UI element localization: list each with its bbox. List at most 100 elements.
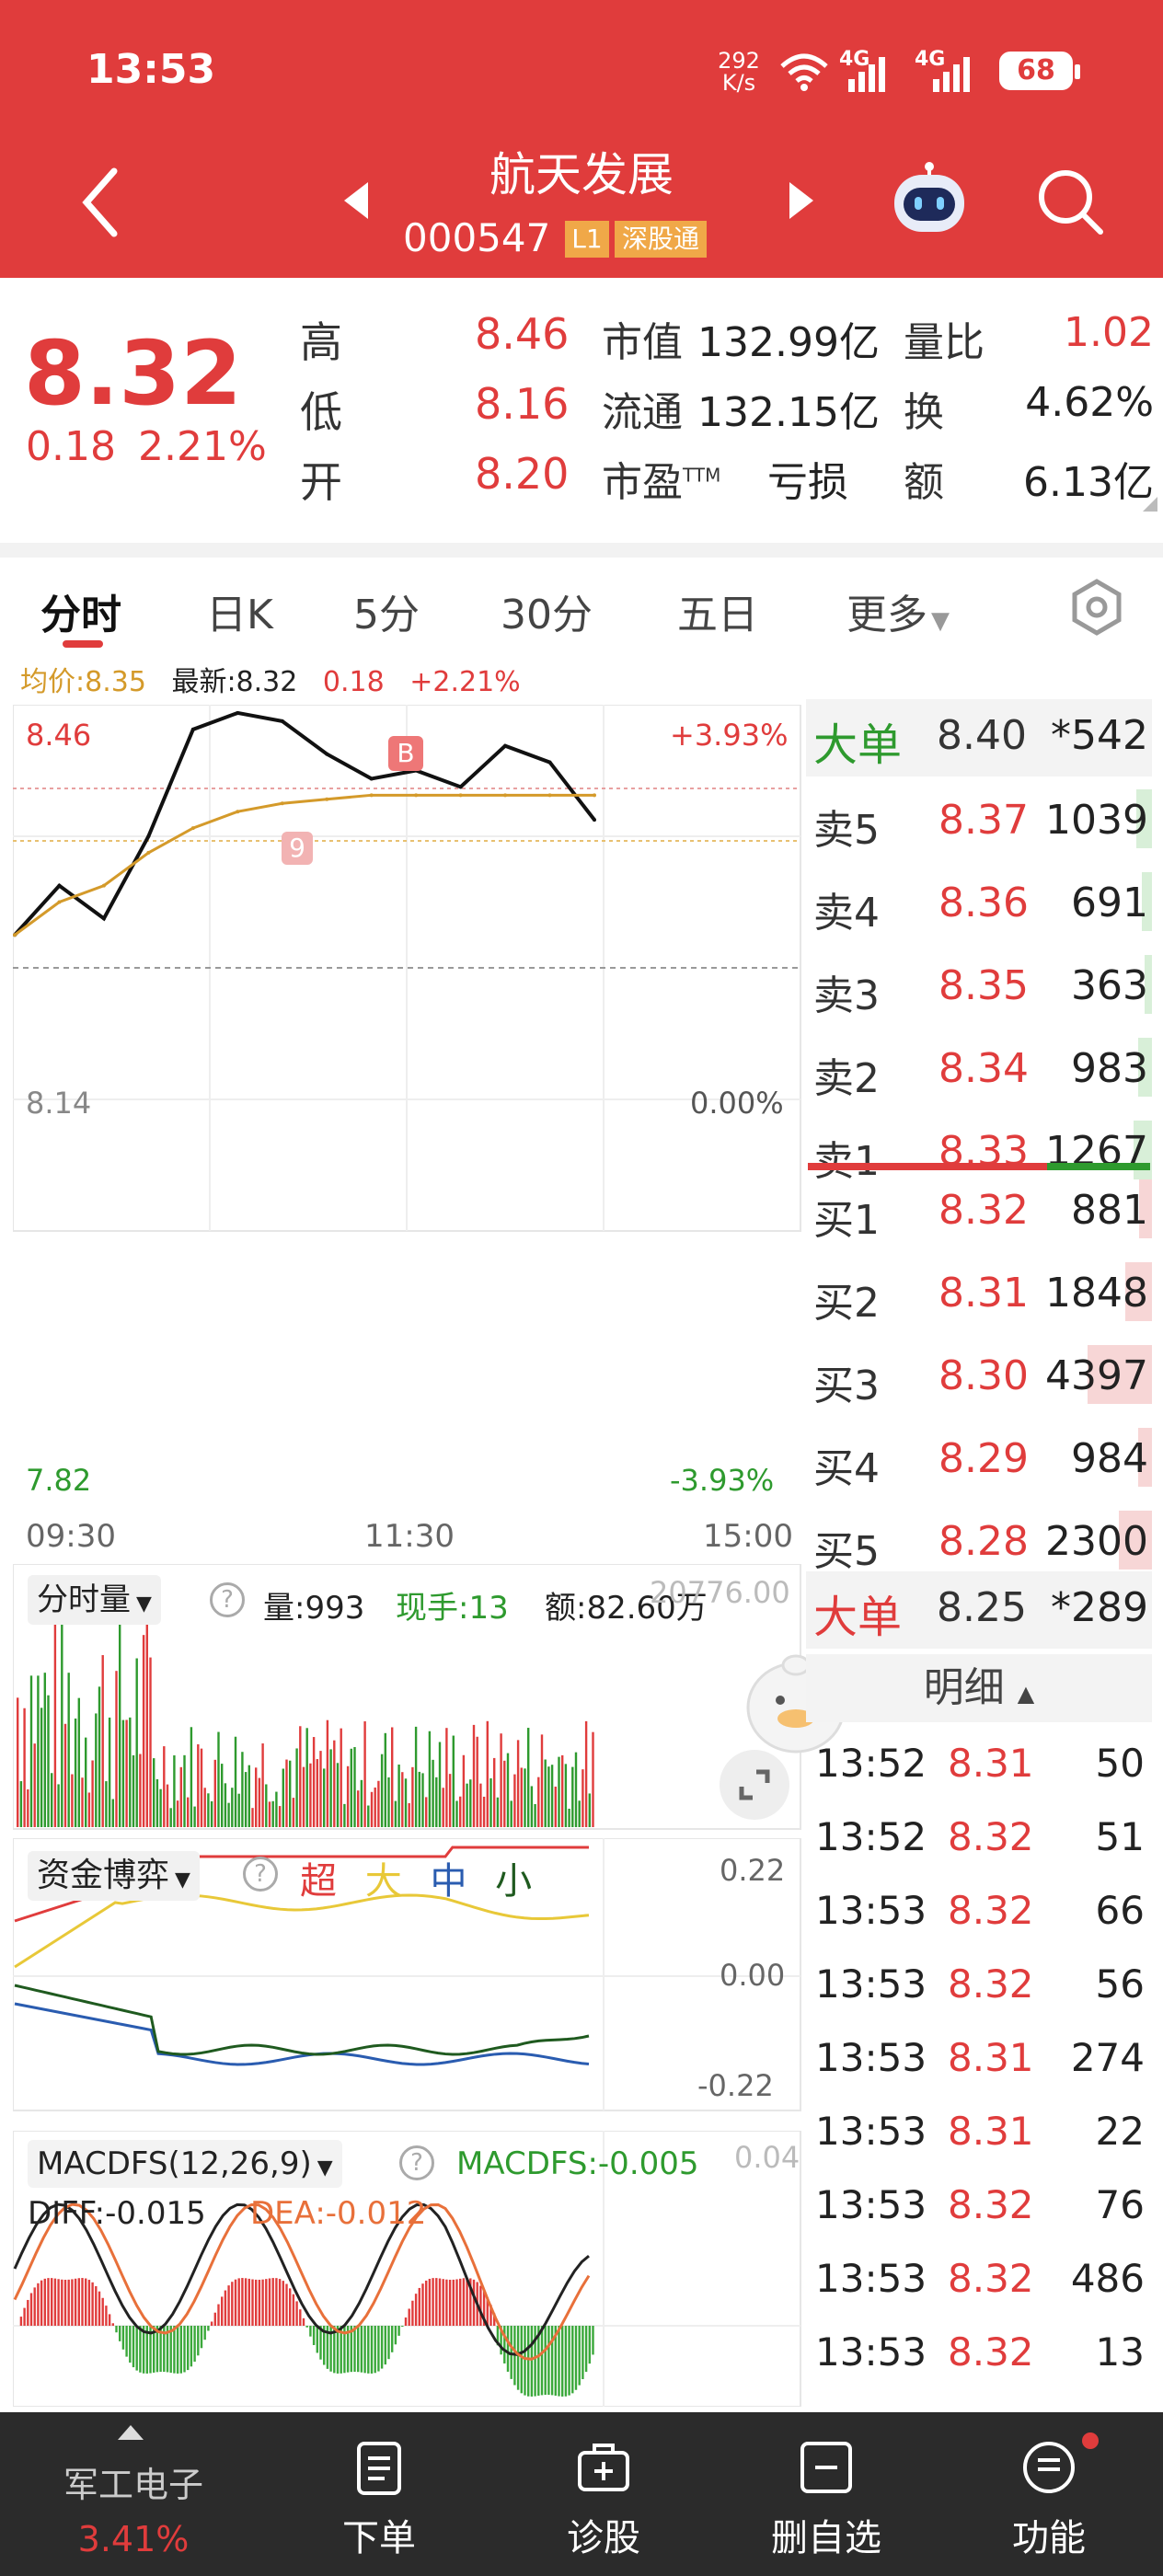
book-label: 卖3 bbox=[813, 972, 880, 1019]
fullscreen-button[interactable] bbox=[720, 1750, 789, 1820]
intraday-price-chart[interactable] bbox=[13, 705, 804, 1235]
volume-bar bbox=[472, 1724, 476, 1827]
volume-bar bbox=[241, 1752, 244, 1827]
volume-bar bbox=[486, 1720, 489, 1827]
buy-marker-b[interactable]: B bbox=[388, 736, 423, 771]
volume-bar bbox=[33, 1743, 36, 1827]
marker-9[interactable]: 9 bbox=[282, 832, 313, 865]
volume-bar bbox=[255, 1767, 258, 1827]
bid-row-3[interactable]: 买4 8.29 984 bbox=[806, 1422, 1152, 1496]
macd-bar bbox=[227, 2285, 230, 2326]
bid-row-2[interactable]: 买3 8.30 4397 bbox=[806, 1340, 1152, 1413]
volume-bar bbox=[63, 1723, 67, 1827]
next-stock-icon[interactable] bbox=[788, 180, 815, 221]
back-icon[interactable] bbox=[74, 166, 129, 239]
macd-bar bbox=[537, 2326, 540, 2396]
bid-row-1[interactable]: 买2 8.31 1848 bbox=[806, 1257, 1152, 1330]
price-point bbox=[547, 760, 552, 765]
big-order-bottom[interactable]: 大单 8.25 *289 bbox=[806, 1571, 1152, 1649]
volume-bar bbox=[271, 1800, 274, 1827]
macd-bar bbox=[305, 2326, 308, 2328]
volume-bar bbox=[37, 1675, 40, 1827]
volume-bar bbox=[27, 1788, 29, 1827]
volume-bar bbox=[445, 1728, 448, 1827]
volume-bar bbox=[261, 1743, 264, 1827]
ask-row-3[interactable]: 卖2 8.34 983 bbox=[806, 1032, 1152, 1106]
book-label: 卖2 bbox=[813, 1055, 880, 1102]
macd-bar bbox=[244, 2278, 248, 2326]
trade-time: 13:53 bbox=[815, 2109, 927, 2154]
trade-time: 13:53 bbox=[815, 2256, 927, 2301]
price-point bbox=[325, 752, 329, 756]
volume-bar bbox=[139, 1754, 142, 1827]
money-flow-line bbox=[14, 1893, 590, 1969]
trade-vol: 486 bbox=[1070, 2256, 1145, 2301]
book-price: 8.30 bbox=[938, 1352, 1029, 1399]
robot-assistant-icon[interactable] bbox=[883, 162, 975, 245]
tab-30min[interactable]: 30分 bbox=[501, 592, 593, 638]
settings-hexagon-icon[interactable] bbox=[1067, 578, 1126, 637]
book-price: 8.37 bbox=[938, 797, 1029, 844]
money-top-label: 0.22 bbox=[720, 1853, 786, 1888]
money-panel-selector[interactable]: 资金博弈 ▼ bbox=[28, 1851, 200, 1901]
macd-bar bbox=[101, 2297, 104, 2326]
nav-order[interactable]: 下单 bbox=[287, 2412, 471, 2576]
volume-chart[interactable] bbox=[13, 1564, 804, 1831]
volume-bar bbox=[268, 1801, 271, 1827]
signal-icon-1 bbox=[848, 57, 885, 92]
nav-remove-label: 删自选 bbox=[771, 2517, 881, 2559]
tab-5day[interactable]: 五日 bbox=[677, 592, 758, 638]
volume-bar bbox=[448, 1774, 452, 1827]
macd-bar bbox=[57, 2279, 60, 2326]
dea-line bbox=[13, 2202, 591, 2361]
nav-functions[interactable]: 功能 bbox=[957, 2412, 1141, 2576]
macd-chart[interactable] bbox=[13, 2131, 804, 2407]
bid-row-4[interactable]: 买5 8.28 2300 bbox=[806, 1505, 1152, 1579]
nav-diagnose[interactable]: 诊股 bbox=[512, 2412, 696, 2576]
volume-amount-value: 额:82.60万 bbox=[545, 1590, 708, 1627]
detail-toggle[interactable]: 明细 ▲ bbox=[806, 1654, 1152, 1722]
volume-bar bbox=[353, 1746, 356, 1827]
macd-bar bbox=[207, 2326, 210, 2331]
macd-bar bbox=[43, 2278, 46, 2326]
signal-icon-2 bbox=[933, 57, 970, 92]
macd-panel-selector[interactable]: MACDFS(12,26,9) ▼ bbox=[28, 2140, 342, 2188]
ask-row-2[interactable]: 卖3 8.35 363 bbox=[806, 949, 1152, 1023]
help-icon[interactable]: ? bbox=[399, 2145, 434, 2180]
tab-daily-k[interactable]: 日K bbox=[206, 592, 273, 638]
macd-bar bbox=[394, 2326, 397, 2345]
volume-bar bbox=[343, 1803, 346, 1827]
macd-bar bbox=[51, 2278, 53, 2326]
tab-5min[interactable]: 5分 bbox=[353, 592, 420, 638]
macd-bar bbox=[23, 2307, 26, 2326]
macd-bar bbox=[173, 2326, 176, 2374]
bid-row-0[interactable]: 买1 8.32 881 bbox=[806, 1174, 1152, 1248]
big-order-top[interactable]: 大单 8.40 *542 bbox=[806, 699, 1152, 776]
help-icon[interactable]: ? bbox=[243, 1857, 278, 1892]
macd-panel-title: MACDFS(12,26,9) bbox=[37, 2145, 312, 2182]
pe-value: 亏损 bbox=[767, 459, 848, 506]
low-value: 8.16 bbox=[475, 379, 570, 429]
volume-bar bbox=[248, 1765, 250, 1827]
volume-bar bbox=[455, 1800, 458, 1827]
expand-corner-icon[interactable] bbox=[1141, 495, 1159, 513]
prev-stock-icon[interactable] bbox=[342, 180, 370, 221]
macd-bar bbox=[479, 2285, 482, 2326]
nav-remove-watchlist[interactable]: 删自选 bbox=[734, 2412, 918, 2576]
avg-point bbox=[547, 793, 552, 798]
volume-bar bbox=[115, 1671, 118, 1827]
macd-bar bbox=[145, 2326, 148, 2374]
macd-bar bbox=[438, 2278, 442, 2326]
macd-bar bbox=[414, 2294, 418, 2326]
tab-more[interactable]: 更多 ▼ bbox=[846, 581, 950, 640]
ask-row-1[interactable]: 卖4 8.36 691 bbox=[806, 867, 1152, 940]
volume-bar bbox=[132, 1754, 135, 1827]
sector-name[interactable]: 军工电子 bbox=[63, 2465, 203, 2505]
volume-panel-selector[interactable]: 分时量 ▼ bbox=[28, 1575, 161, 1625]
volume-bar bbox=[258, 1777, 261, 1827]
ask-row-0[interactable]: 卖5 8.37 1039 bbox=[806, 784, 1152, 857]
help-icon[interactable]: ? bbox=[210, 1582, 245, 1617]
tab-intraday[interactable]: 分时 bbox=[40, 592, 121, 638]
macd-bar bbox=[326, 2326, 329, 2369]
search-icon[interactable] bbox=[1034, 166, 1108, 239]
